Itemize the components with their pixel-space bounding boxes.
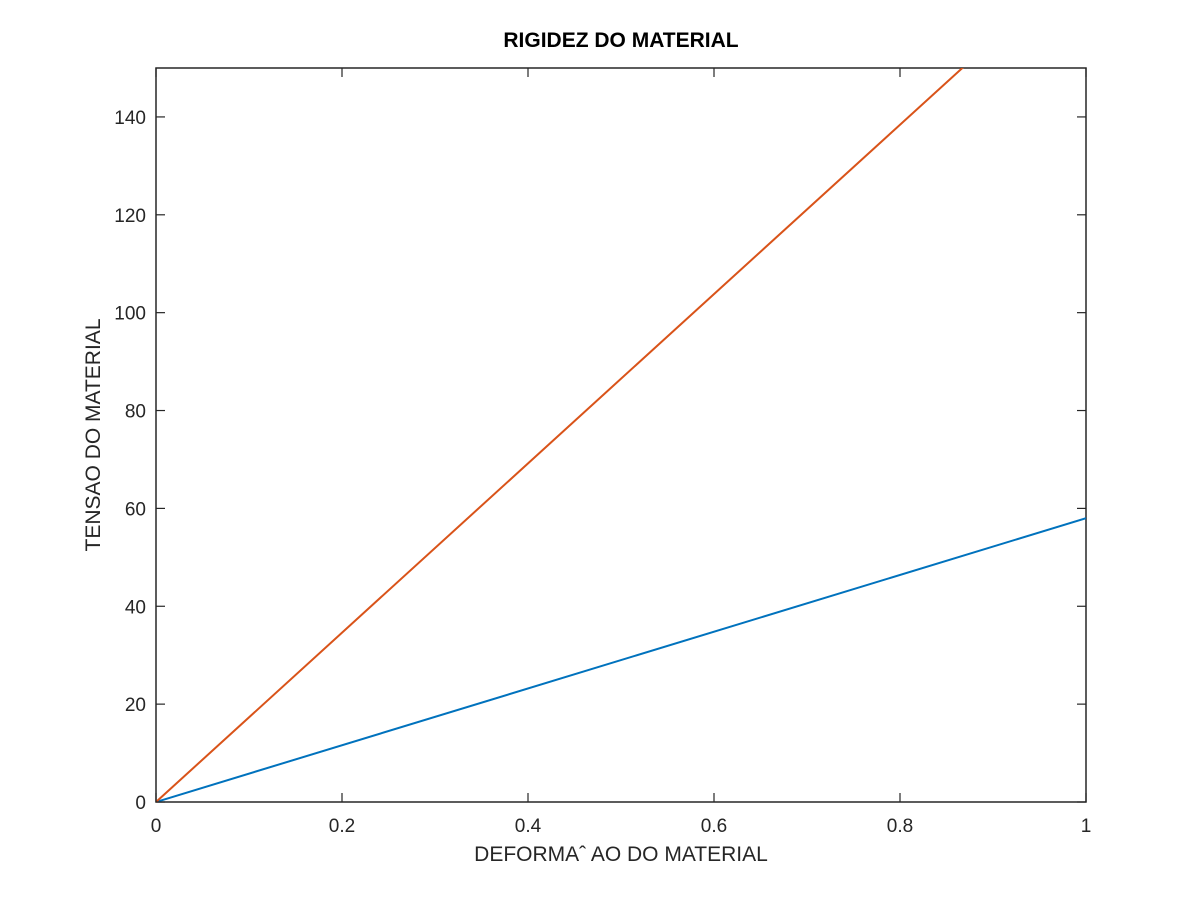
y-tick-label: 40 — [125, 597, 146, 618]
x-tick-label: 0.4 — [515, 816, 542, 837]
x-tick-label: 0 — [151, 816, 162, 837]
chart-title: RIGIDEZ DO MATERIAL — [503, 29, 738, 52]
y-axis-label: TENSAO DO MATERIAL — [82, 319, 105, 552]
ticks-layer — [155, 68, 1087, 803]
x-tick-label: 1 — [1081, 816, 1092, 837]
x-tick-label: 0.2 — [329, 816, 355, 837]
y-tick-label: 120 — [114, 206, 146, 227]
y-tick-label: 0 — [135, 793, 146, 814]
x-axis-label: DEFORMAˆ AO DO MATERIAL — [474, 843, 768, 866]
series-layer — [156, 68, 1086, 802]
x-tick-label: 0.6 — [701, 816, 727, 837]
tick-labels-layer: 0 0.2 0.4 0.6 0.8 1 0 20 40 60 80 100 120 140 — [114, 108, 1091, 837]
plot-area — [155, 67, 1087, 803]
y-tick-label: 20 — [125, 695, 146, 716]
y-tick-label: 60 — [125, 499, 146, 520]
x-tick-label: 0.8 — [887, 816, 913, 837]
y-tick-label: 140 — [114, 108, 146, 129]
series-line-1 — [156, 517, 1086, 802]
y-tick-label: 80 — [125, 402, 146, 423]
series-line-2 — [156, 68, 964, 802]
y-tick-label: 100 — [114, 304, 146, 325]
